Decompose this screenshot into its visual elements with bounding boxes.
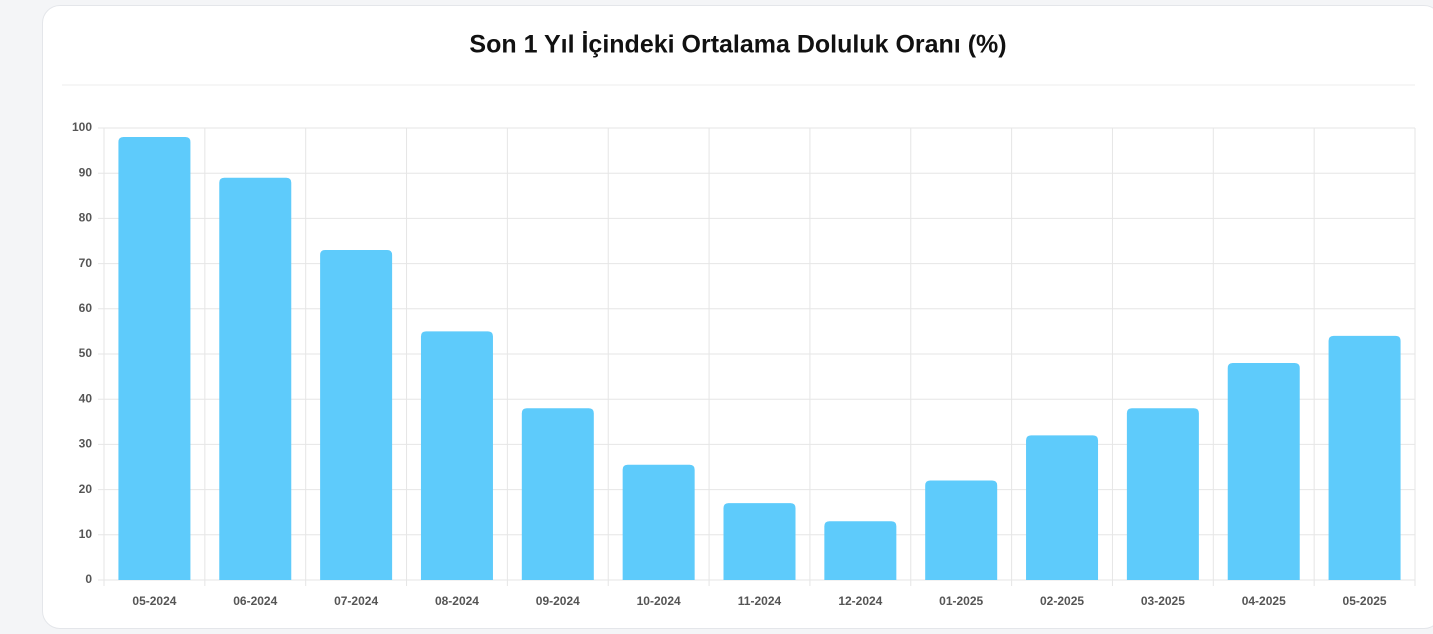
y-tick-label: 0 xyxy=(85,572,92,586)
bar xyxy=(219,177,292,580)
bar xyxy=(824,521,897,580)
x-tick-label: 08-2024 xyxy=(435,594,479,608)
y-tick-label: 70 xyxy=(79,256,93,270)
x-tick-label: 04-2025 xyxy=(1242,594,1286,608)
bar xyxy=(1227,363,1300,580)
bar xyxy=(1126,408,1199,580)
x-tick-label: 05-2024 xyxy=(132,594,176,608)
bar xyxy=(1026,435,1099,580)
x-tick-label: 03-2025 xyxy=(1141,594,1185,608)
x-tick-label: 10-2024 xyxy=(637,594,681,608)
x-tick-label: 12-2024 xyxy=(838,594,882,608)
bar xyxy=(723,503,796,580)
y-tick-label: 30 xyxy=(79,437,93,451)
bar xyxy=(118,137,191,581)
chart-title: Son 1 Yıl İçindeki Ortalama Doluluk Oran… xyxy=(469,31,1006,59)
x-tick-label: 07-2024 xyxy=(334,594,378,608)
y-tick-label: 40 xyxy=(79,391,93,405)
bar xyxy=(521,408,594,580)
bar xyxy=(420,331,493,580)
y-tick-label: 80 xyxy=(79,211,93,225)
bar xyxy=(925,480,998,580)
x-tick-label: 01-2025 xyxy=(939,594,983,608)
x-tick-label: 06-2024 xyxy=(233,594,277,608)
x-tick-label: 02-2025 xyxy=(1040,594,1084,608)
x-tick-label: 09-2024 xyxy=(536,594,580,608)
y-tick-label: 50 xyxy=(79,346,93,360)
x-tick-label: 05-2025 xyxy=(1343,594,1387,608)
x-tick-label: 11-2024 xyxy=(738,594,782,608)
y-tick-label: 60 xyxy=(79,301,93,315)
y-tick-label: 20 xyxy=(79,482,93,496)
bar xyxy=(1328,335,1401,580)
y-tick-label: 90 xyxy=(79,165,93,179)
bar xyxy=(622,464,695,580)
y-tick-label: 10 xyxy=(79,527,93,541)
y-tick-label: 100 xyxy=(72,120,92,134)
bar xyxy=(320,250,393,581)
